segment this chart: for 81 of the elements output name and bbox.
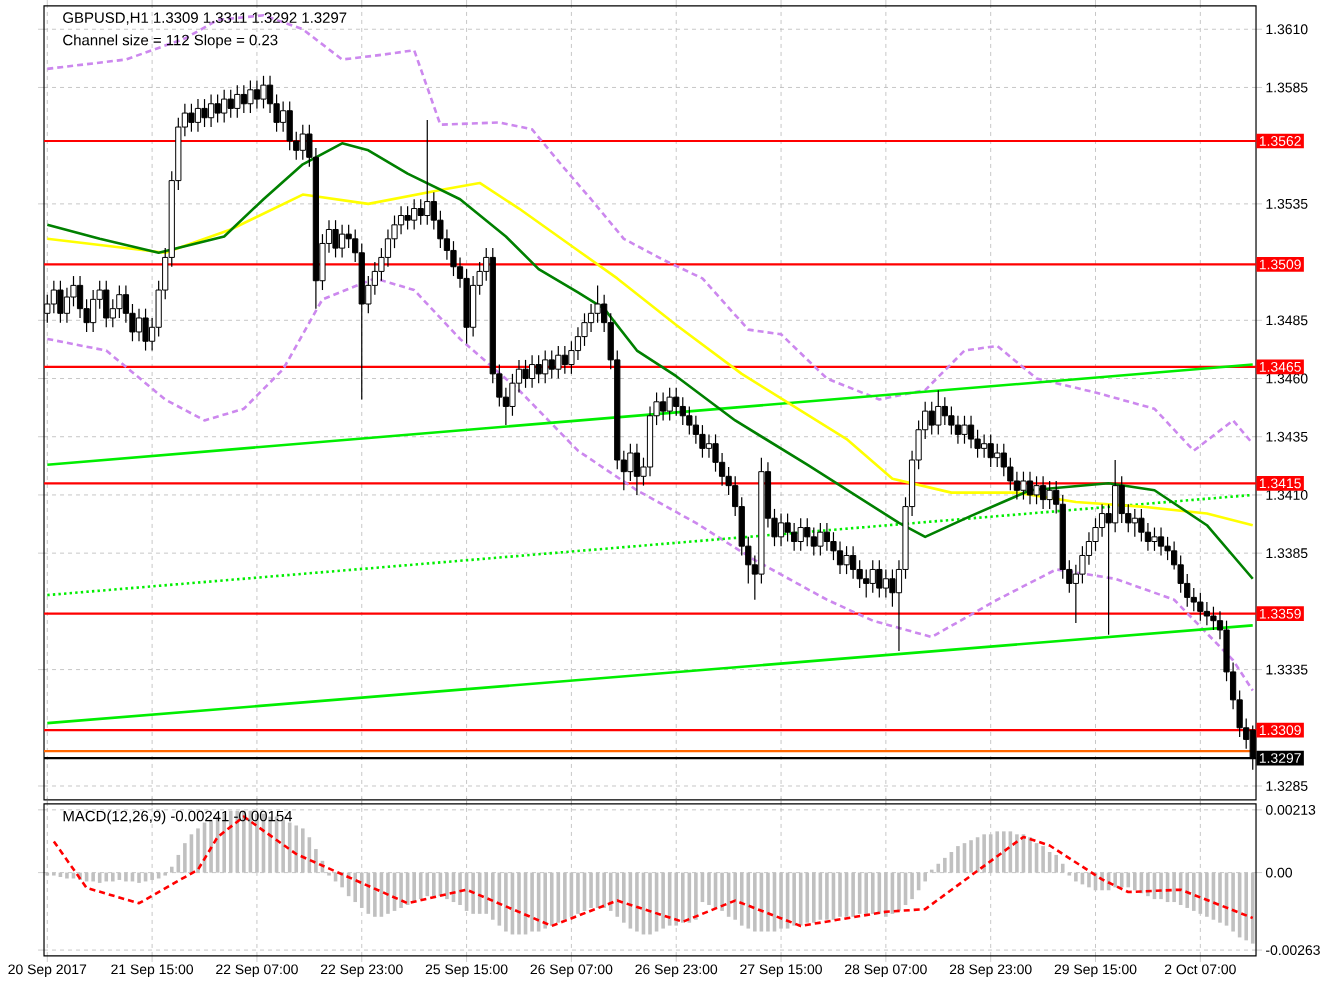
candlestick [116,284,123,319]
candlestick [1157,526,1165,557]
candlestick [57,280,64,324]
candlestick [981,433,988,459]
candlestick [1118,475,1125,524]
candlestick [221,89,228,123]
candlestick [417,198,424,226]
candlestick [528,354,536,389]
candlestick [1039,475,1047,510]
candlestick [404,205,411,231]
candlestick [869,559,876,594]
candlestick [804,517,811,547]
candlestick [777,512,785,547]
candlestick [1046,480,1053,510]
candlestick [1138,508,1145,543]
candlestick [987,433,994,468]
candlestick [784,512,791,543]
candlestick [1033,475,1040,505]
candlestick [90,289,97,333]
candlestick [843,545,850,575]
candlestick [889,568,896,608]
candlestick [705,433,713,459]
candlestick [253,79,261,110]
candlestick [1203,601,1210,626]
candlestick [424,119,431,226]
candlestick [227,89,234,119]
candlestick [876,559,883,598]
candlestick [627,443,634,482]
candlestick [299,124,306,161]
candlestick [247,79,254,114]
candlestick [941,396,948,426]
candlestick [103,280,110,328]
candlestick [522,359,529,389]
candlestick [1131,508,1138,538]
candlestick [836,540,844,575]
candlestick [699,424,706,459]
candlestick [817,522,824,557]
candlestick [555,345,562,380]
candlestick [260,75,267,110]
candlestick [863,568,870,598]
candlestick [1020,471,1027,501]
candlestick [994,443,1001,468]
line-series [45,142,1255,581]
candlestick [849,545,857,580]
candlestick [214,93,221,123]
candlestick [797,517,804,552]
candlestick [666,387,673,422]
candlestick [1197,592,1204,622]
candlestick [1210,606,1217,631]
candlestick [542,349,549,384]
candlestick [561,345,568,375]
candlestick [673,387,680,417]
candlestick [338,224,346,259]
candlestick [791,522,798,552]
candlestick [633,443,641,496]
candlestick [535,354,542,384]
candlestick [332,219,339,259]
line-series [45,181,1255,527]
candlestick [1151,526,1158,552]
candlestick [1164,536,1171,561]
candlestick [660,391,667,422]
candlestick [411,198,418,231]
candlestick [679,396,686,426]
candlestick [207,93,215,128]
candlestick [882,568,889,598]
candlestick [188,103,195,133]
candlestick [810,526,817,557]
candlestick [935,389,942,435]
candlestick [961,415,968,445]
candlestick [594,284,601,324]
candlestick [823,522,831,552]
candlestick [1026,471,1034,505]
candlestick [135,308,143,342]
candlestick [142,308,149,352]
candlestick [240,84,247,114]
line-series [45,13,1255,452]
candlestick [194,98,202,133]
candlestick [234,84,241,119]
candlestick [548,349,555,380]
candlestick [928,401,935,435]
candlestick [201,98,208,128]
